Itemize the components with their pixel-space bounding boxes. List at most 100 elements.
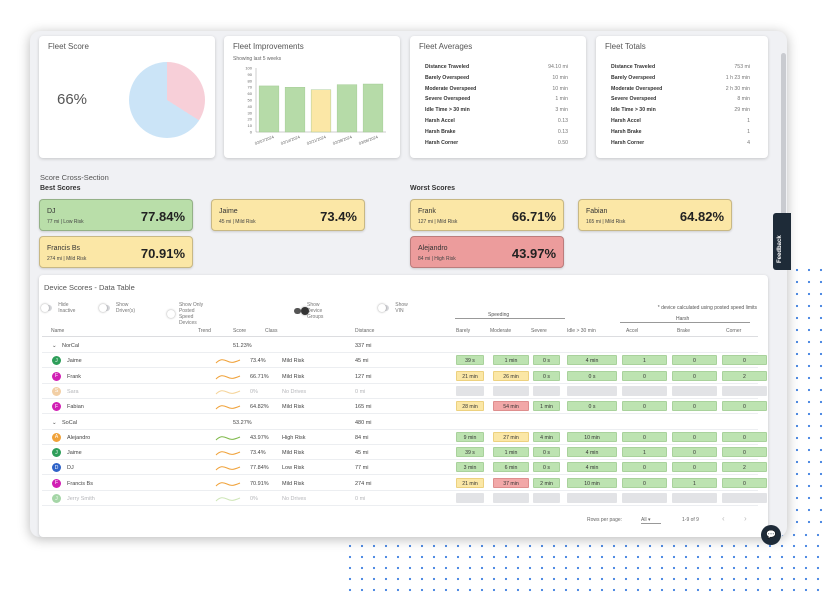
dot xyxy=(588,588,592,592)
dot xyxy=(819,520,823,524)
dot xyxy=(504,588,508,592)
dot xyxy=(819,460,823,464)
dot xyxy=(384,544,388,548)
table-row[interactable]: F Fabian 64.82% Mild Risk 165 mi 28 min 54… xyxy=(42,399,767,415)
table-row[interactable]: J Jaime 73.4% Mild Risk 45 mi 39 s 1 min 0 … xyxy=(42,445,767,461)
dot xyxy=(756,555,760,559)
toggle-switch[interactable] xyxy=(41,303,53,312)
col-trend[interactable]: Trend xyxy=(198,328,211,334)
dot xyxy=(819,472,823,476)
best-score-card[interactable]: Francis Bs 274 mi | Mild Risk 70.91% xyxy=(39,236,193,268)
col-class[interactable]: Class xyxy=(265,328,278,334)
toggle[interactable]: Show Driver(s) xyxy=(99,302,139,314)
col-idle[interactable]: Idle > 30 min xyxy=(567,328,596,334)
table-row[interactable]: F Francis Bs 70.91% Mild Risk 274 mi 21 m… xyxy=(42,476,767,491)
row-class: Low Risk xyxy=(282,465,305,472)
metric-cell: 0 s xyxy=(533,447,560,458)
driver-score: 70.91% xyxy=(140,246,185,261)
chevron-down-icon[interactable]: ⌄ xyxy=(52,343,57,349)
col-score[interactable]: Score xyxy=(233,328,247,334)
harsh-divider xyxy=(620,322,750,323)
toggle-switch[interactable] xyxy=(167,309,175,318)
worst-score-card[interactable]: Fabian 165 mi | Mild Risk 64.82% xyxy=(578,199,732,231)
dot xyxy=(516,555,520,559)
table-row[interactable]: A Alejandro 43.97% High Risk 84 mi 9 min 2… xyxy=(42,430,767,445)
worst-score-card[interactable]: Frank 127 mi | Mild Risk 66.71% xyxy=(410,199,564,231)
dot xyxy=(432,555,436,559)
best-score-card[interactable]: DJ 77 mi | Low Risk 77.84% xyxy=(39,199,193,231)
dot xyxy=(819,484,823,488)
feedback-tab[interactable]: Feedback xyxy=(773,213,791,270)
dot xyxy=(795,376,799,380)
dot xyxy=(552,566,556,570)
col-barely[interactable]: Barely xyxy=(456,328,471,334)
toggle-switch[interactable] xyxy=(294,306,309,315)
toggle[interactable]: Show VIN xyxy=(378,302,412,314)
driver-name: Jaime xyxy=(219,208,238,215)
y-tick-label: 60 xyxy=(248,91,253,96)
group-row[interactable]: ⌄ SoCal 53.27% 480 mi xyxy=(42,415,758,430)
row-name: Jerry Smith xyxy=(67,496,95,502)
table-row[interactable]: J Jaime 73.4% Mild Risk 45 mi 39 s 1 min 0 … xyxy=(42,353,767,369)
dot xyxy=(420,555,424,559)
chevron-down-icon[interactable]: ⌄ xyxy=(52,419,57,426)
toggle-switch[interactable] xyxy=(378,303,390,312)
col-corner[interactable]: Corner xyxy=(726,328,742,334)
dot xyxy=(468,566,472,570)
dot xyxy=(756,566,760,570)
col-distance[interactable]: Distance xyxy=(355,328,375,334)
col-severe[interactable]: Severe xyxy=(531,328,547,334)
toggle[interactable]: Hide Inactive xyxy=(41,302,79,314)
table-title: Device Scores - Data Table xyxy=(44,283,135,292)
col-brake[interactable]: Brake xyxy=(677,328,691,334)
metric-cell xyxy=(672,385,717,396)
dot xyxy=(819,400,823,404)
y-tick-label: 20 xyxy=(248,117,253,122)
toggle-knob xyxy=(167,309,175,318)
worst-score-card[interactable]: Alejandro 84 mi | High Risk 43.97% xyxy=(410,236,564,268)
scrollbar[interactable] xyxy=(780,41,787,521)
dot xyxy=(456,544,460,548)
avatar-initial: J xyxy=(55,357,58,364)
metric-cell: 0 xyxy=(722,431,767,442)
dot xyxy=(540,544,544,548)
table-row[interactable]: J Jerry Smith 0% No Drives 0 mi xyxy=(42,491,767,506)
scrollbar-thumb[interactable] xyxy=(781,53,786,253)
table-row[interactable]: F Frank 66.71% Mild Risk 127 mi 21 min 26 … xyxy=(42,369,767,384)
toggle[interactable]: Show Only Posted Speed Devices xyxy=(167,302,206,326)
fleet-improvements-card: Fleet Improvements Showing last 5 weeks … xyxy=(224,36,400,158)
metric-cell: 2 min xyxy=(533,477,560,488)
rows-per-page-select[interactable]: All ▾ xyxy=(641,517,661,524)
table-row[interactable]: D DJ 77.84% Low Risk 77 mi 3 min 6 min 0 s 4… xyxy=(42,460,767,476)
dot xyxy=(660,566,664,570)
prev-page-icon[interactable]: ‹ xyxy=(722,514,725,523)
dot xyxy=(348,544,352,548)
col-name[interactable]: Name xyxy=(51,328,65,334)
dot xyxy=(372,588,376,592)
dot xyxy=(816,555,820,559)
table-row[interactable]: S Sara 0% No Drives 0 mi xyxy=(42,384,767,399)
x-tick-label: 02/14/2024 xyxy=(280,134,301,146)
dot xyxy=(624,588,628,592)
dot xyxy=(795,340,799,344)
toggle[interactable]: Show Device Groups xyxy=(294,302,330,320)
col-accel[interactable]: Accel xyxy=(626,328,639,334)
metric-cell: 0 xyxy=(622,462,667,473)
speeding-divider xyxy=(455,318,565,319)
dot xyxy=(819,424,823,428)
best-score-card[interactable]: Jaime 45 mi | Mild Risk 73.4% xyxy=(211,199,365,231)
chat-fab[interactable]: 💬 xyxy=(761,525,781,545)
group-row[interactable]: ⌄ NorCal 51.23% 337 mi xyxy=(42,338,758,353)
dot xyxy=(636,566,640,570)
dot xyxy=(600,588,604,592)
row-class: Mild Risk xyxy=(282,404,305,411)
dot xyxy=(408,555,412,559)
row-distance: 0 mi xyxy=(355,388,366,395)
next-page-icon[interactable]: › xyxy=(744,514,747,523)
rows-per-page-value: All xyxy=(641,517,647,523)
row-score: 64.82% xyxy=(250,404,269,411)
dot xyxy=(807,340,811,344)
col-moderate[interactable]: Moderate xyxy=(490,328,512,334)
toggle-switch[interactable] xyxy=(99,303,110,312)
